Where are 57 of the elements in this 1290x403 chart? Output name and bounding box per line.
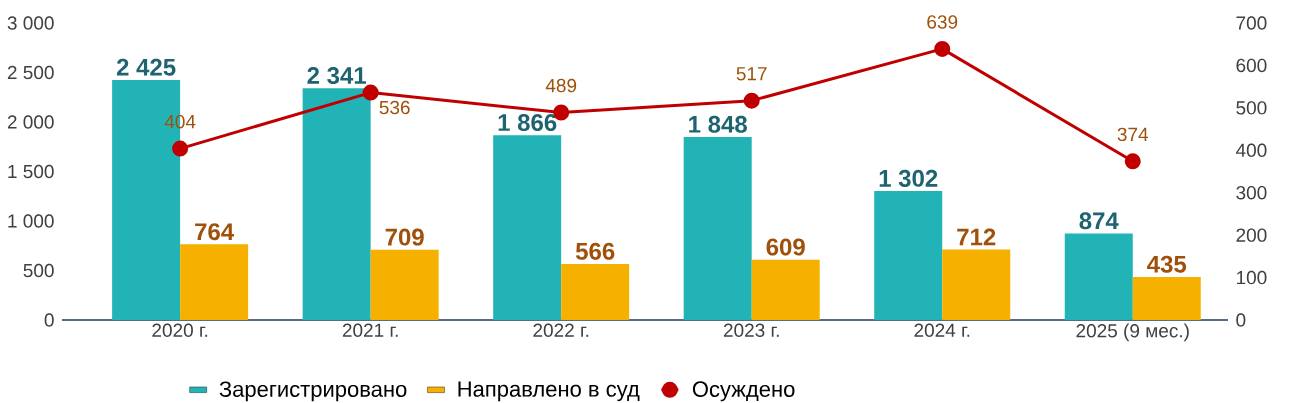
y2-tick-label: 600 (1236, 58, 1267, 73)
legend-label: Осуждено (692, 381, 795, 402)
bar (493, 135, 562, 320)
legend-label: Направлено в суд (458, 381, 640, 402)
data-label: 1 866 (498, 114, 557, 132)
legend-label: Зарегистрировано (219, 381, 407, 402)
y-tick-label: 0 (44, 313, 54, 327)
data-label: 609 (766, 238, 805, 256)
x-tick-label: 2025 (9 мес.) (1076, 323, 1189, 342)
data-label: 2 341 (307, 67, 366, 85)
y2-tick-label: 100 (1237, 270, 1267, 285)
point (1124, 153, 1141, 170)
y-tick-label: 500 (23, 263, 54, 278)
data-label: 1 302 (879, 169, 938, 187)
y2-tick-label: 500 (1236, 101, 1267, 115)
y2-tick-label: 200 (1236, 228, 1267, 242)
data-label: 435 (1147, 255, 1187, 273)
data-label: 566 (575, 242, 615, 260)
bar (942, 249, 1011, 320)
point (743, 92, 760, 109)
y2-tick-label: 400 (1235, 143, 1267, 158)
x-tick-label: 2024 г. (914, 323, 970, 337)
y-tick-label: 1 500 (8, 164, 54, 179)
data-label: 1 848 (689, 115, 747, 133)
y2-tick-label: 700 (1236, 16, 1267, 30)
x-tick-label: 2021 г. (342, 323, 398, 337)
point (934, 40, 951, 57)
bar (1064, 233, 1133, 320)
data-label: 374 (1117, 127, 1149, 142)
bar (561, 263, 630, 320)
data-label: 2 425 (116, 58, 176, 76)
data-label: 639 (927, 15, 958, 29)
y-tick-label: 2 000 (7, 115, 54, 129)
bar (370, 249, 439, 320)
x-tick-label: 2020 г. (152, 323, 208, 337)
y2-tick-label: 0 (1236, 313, 1246, 327)
bar (874, 191, 943, 320)
data-label: 709 (385, 228, 424, 246)
data-label: 517 (736, 67, 767, 81)
y-tick-label: 3 000 (7, 16, 54, 30)
bar (1132, 276, 1201, 320)
point (172, 140, 189, 157)
bar (302, 88, 371, 320)
y-tick-label: 2 500 (7, 65, 54, 80)
data-label: 536 (379, 100, 410, 115)
bar (683, 137, 752, 320)
bar (751, 259, 820, 320)
data-label: 489 (545, 78, 577, 93)
data-label: 712 (957, 228, 996, 246)
y-tick-label: 1 000 (8, 214, 54, 228)
data-label: 764 (195, 223, 235, 241)
bar (180, 244, 249, 320)
data-label: 874 (1079, 212, 1119, 230)
point (362, 84, 379, 101)
x-tick-label: 2023 г. (723, 323, 779, 337)
x-tick-label: 2022 г. (533, 323, 589, 337)
y2-tick-label: 300 (1236, 185, 1267, 200)
